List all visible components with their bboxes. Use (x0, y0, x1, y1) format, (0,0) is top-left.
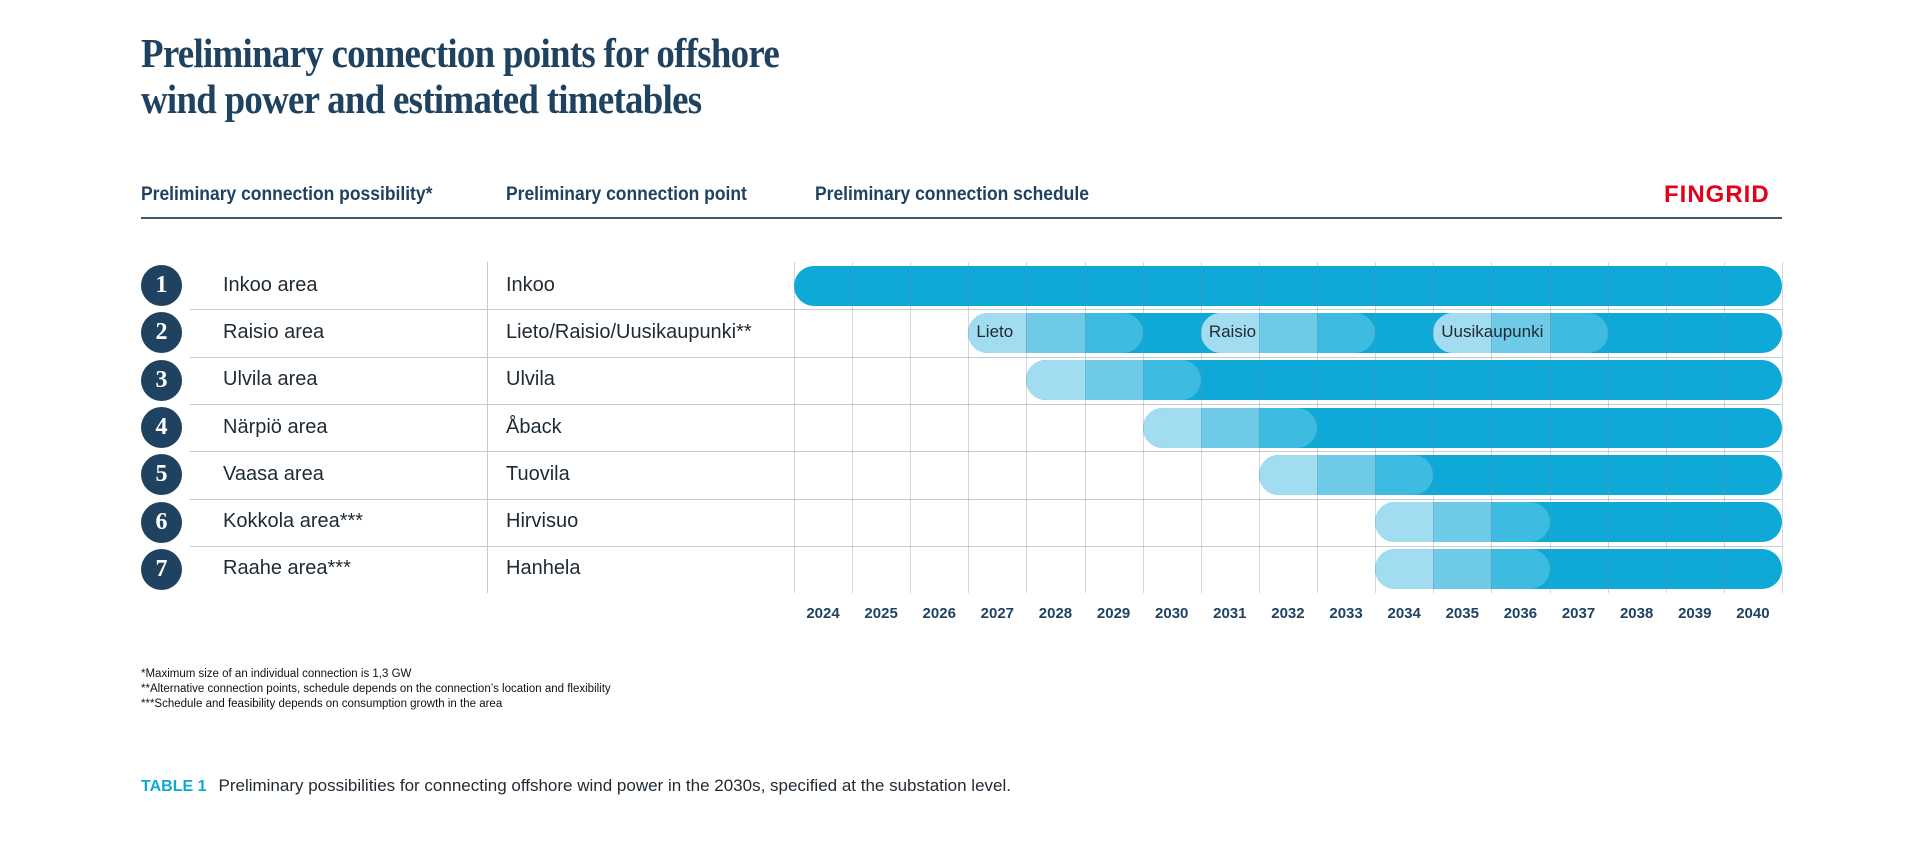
footnote-2: **Alternative connection points, schedul… (141, 683, 611, 695)
connection-point: Ulvila (506, 368, 555, 391)
caption-text: Preliminary possibilities for connecting… (218, 776, 1011, 795)
year-gridline (1549, 262, 1551, 593)
year-gridline (1723, 262, 1725, 593)
year-gridline (1258, 262, 1260, 593)
year-gridline (1782, 262, 1783, 593)
column-divider (487, 262, 488, 593)
footnote-3: ***Schedule and feasibility depends on c… (141, 698, 503, 710)
year-gridline (852, 262, 854, 593)
year-label: 2039 (1678, 605, 1712, 622)
year-gridline (1142, 262, 1144, 593)
year-label: 2032 (1271, 605, 1305, 622)
bar-stage-1 (1258, 454, 1318, 495)
year-label: 2038 (1619, 605, 1654, 622)
year-label: 2031 (1213, 605, 1247, 622)
connection-point: Inkoo (506, 273, 555, 296)
stage-label: Lieto (976, 321, 1014, 341)
header-schedule: Preliminary connection schedule (815, 184, 1089, 205)
area-name: Närpiö area (223, 415, 328, 438)
year-gridline (1607, 262, 1609, 593)
row-number-badge: 4 (141, 407, 182, 449)
area-name: Raisio area (223, 320, 325, 343)
row-number-badge: 7 (141, 548, 182, 590)
connection-point: Tuovila (506, 462, 570, 485)
title-line-2: wind power and estimated timetables (141, 76, 702, 122)
bar-stage-1 (1200, 312, 1259, 353)
connection-point: Lieto/Raisio/Uusikaupunki** (506, 320, 752, 343)
row-number-badge: 2 (141, 312, 182, 354)
connection-point: Hirvisuo (506, 510, 579, 533)
fingrid-logo: FINGRID (1664, 181, 1770, 208)
year-label: 2029 (1096, 605, 1131, 622)
year-label: 2025 (864, 605, 898, 622)
bar-stage-1 (1142, 407, 1201, 448)
bar-stage-1 (1026, 360, 1085, 401)
year-gridline (1375, 262, 1377, 593)
row-number-badge: 6 (141, 501, 182, 543)
row-separator (190, 545, 1782, 547)
year-label: 2034 (1387, 605, 1421, 622)
header-possibility: Preliminary connection possibility* (141, 184, 433, 205)
year-gridline (968, 262, 970, 593)
year-gridline (1317, 262, 1319, 593)
year-label: 2028 (1038, 605, 1073, 622)
year-label: 2040 (1736, 605, 1770, 622)
caption-label: TABLE 1 (141, 778, 207, 795)
row-number-badge: 1 (141, 265, 182, 307)
page-title: Preliminary connection points for offsho… (141, 30, 780, 122)
table-caption: TABLE 1 Preliminary possibilities for con… (141, 776, 1011, 796)
year-label: 2030 (1155, 605, 1189, 622)
footnote-1: *Maximum size of an individual connectio… (141, 668, 412, 680)
stage-label: Raisio (1208, 321, 1257, 341)
bar-dark (794, 265, 1782, 306)
row-separator (190, 403, 1782, 405)
area-name: Vaasa area (223, 462, 324, 485)
year-gridline (1200, 262, 1202, 593)
header-divider (141, 217, 1782, 219)
year-gridline (794, 262, 795, 593)
row-separator (190, 356, 1782, 358)
bar-stage-1 (1375, 502, 1434, 543)
year-gridline (1491, 262, 1493, 593)
connection-point: Hanhela (506, 557, 581, 580)
title-line-1: Preliminary connection points for offsho… (141, 30, 780, 76)
year-gridline (910, 262, 912, 593)
row-separator (190, 451, 1782, 453)
year-label: 2037 (1561, 605, 1596, 622)
area-name: Raahe area*** (223, 557, 351, 580)
year-gridline (1433, 262, 1435, 593)
year-label: 2035 (1445, 605, 1479, 622)
row-number-badge: 5 (141, 454, 182, 496)
year-label: 2027 (980, 605, 1015, 622)
year-label: 2036 (1503, 605, 1538, 622)
area-name: Inkoo area (223, 273, 318, 296)
year-gridline (1084, 262, 1086, 593)
row-number-badge: 3 (141, 359, 182, 401)
year-gridline (1665, 262, 1667, 593)
area-name: Ulvila area (223, 368, 318, 391)
year-gridline (1026, 262, 1028, 593)
row-separator (190, 498, 1782, 500)
bar-stage-1 (1433, 312, 1492, 353)
bar-stage-1 (968, 312, 1027, 353)
bar-stage-1 (1375, 549, 1434, 590)
connection-point: Åback (506, 415, 562, 438)
year-label: 2026 (922, 605, 956, 622)
year-label: 2024 (806, 605, 840, 622)
area-name: Kokkola area*** (223, 510, 364, 533)
header-point: Preliminary connection point (506, 184, 747, 205)
year-label: 2033 (1329, 605, 1363, 622)
stage-label: Uusikaupunki (1441, 321, 1544, 341)
row-separator (190, 309, 1782, 311)
